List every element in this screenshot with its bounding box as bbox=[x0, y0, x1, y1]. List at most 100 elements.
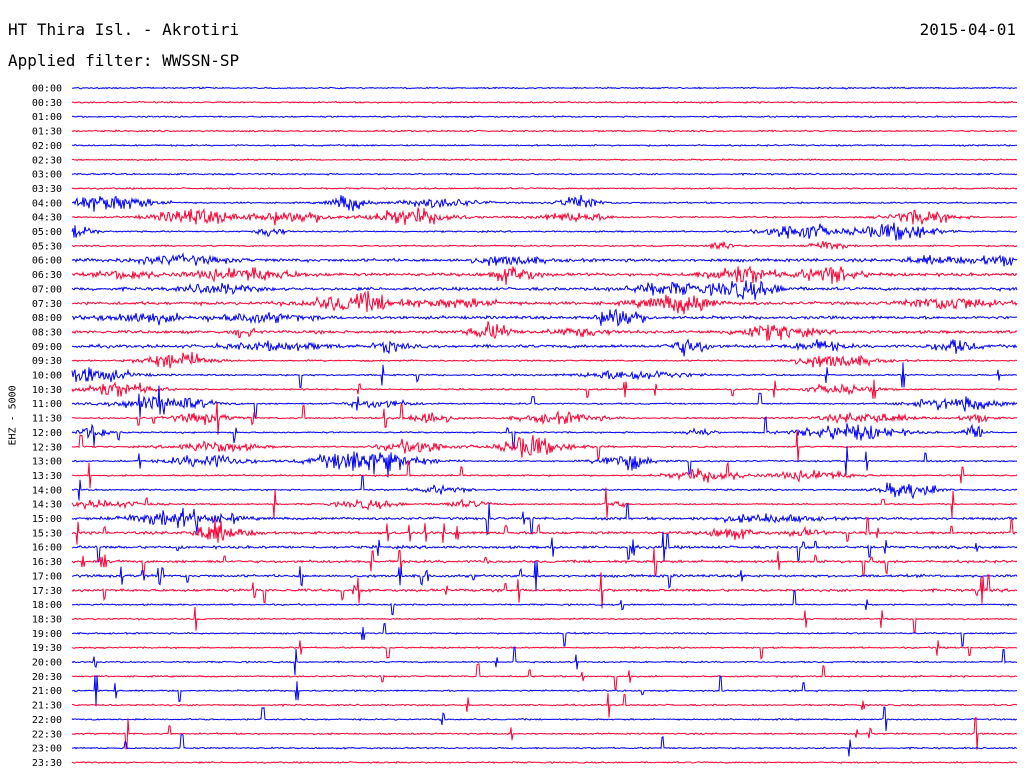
row-time-label: 17:00 bbox=[32, 571, 62, 582]
row-time-label: 14:30 bbox=[32, 500, 62, 511]
row-time-label: 06:00 bbox=[32, 256, 62, 267]
row-time-label: 11:00 bbox=[32, 399, 62, 410]
row-time-label: 07:30 bbox=[32, 299, 62, 310]
trace-line bbox=[72, 446, 1018, 478]
row-time-label: 01:30 bbox=[32, 127, 62, 138]
trace-line bbox=[71, 158, 1018, 162]
trace-line bbox=[72, 143, 1018, 147]
row-time-label: 15:30 bbox=[32, 528, 62, 539]
trace-line bbox=[72, 401, 1018, 435]
row-time-label: 09:00 bbox=[32, 342, 62, 353]
trace-line bbox=[72, 589, 1018, 616]
row-time-label: 01:00 bbox=[32, 112, 62, 123]
row-time-label: 16:30 bbox=[32, 557, 62, 568]
record-date: 2015-04-01 bbox=[919, 20, 1016, 39]
trace-line bbox=[71, 415, 1018, 449]
trace-line bbox=[72, 338, 1018, 357]
row-time-label: 06:30 bbox=[32, 270, 62, 281]
trace-line bbox=[71, 172, 1018, 176]
trace-line bbox=[71, 430, 1017, 463]
station-title: HT Thira Isl. - Akrotiri bbox=[8, 20, 240, 39]
row-time-label: 20:30 bbox=[32, 672, 62, 683]
trace-line bbox=[71, 321, 1018, 341]
row-time-label: 15:00 bbox=[32, 514, 62, 525]
row-time-label: 10:00 bbox=[32, 371, 62, 382]
trace-line bbox=[71, 734, 1018, 757]
trace-line bbox=[71, 460, 1018, 489]
trace-line bbox=[71, 646, 1018, 676]
row-time-label: 03:30 bbox=[32, 184, 62, 195]
trace-line bbox=[71, 385, 1018, 419]
trace-line bbox=[71, 252, 1018, 267]
trace-line bbox=[71, 675, 1018, 707]
row-time-label: 14:00 bbox=[32, 485, 62, 496]
row-time-label: 02:00 bbox=[32, 141, 62, 152]
row-time-label: 20:00 bbox=[32, 658, 62, 669]
row-time-label: 18:30 bbox=[32, 614, 62, 625]
row-time-label: 04:00 bbox=[32, 198, 62, 209]
trace-line bbox=[71, 280, 1018, 300]
row-time-label: 07:00 bbox=[32, 284, 62, 295]
trace-line bbox=[71, 207, 1018, 226]
row-time-label: 21:00 bbox=[32, 686, 62, 697]
row-time-label: 03:00 bbox=[32, 170, 62, 181]
trace-line bbox=[71, 622, 1018, 647]
row-time-label: 23:00 bbox=[32, 744, 62, 755]
row-time-label: 19:30 bbox=[32, 643, 62, 654]
row-time-label: 00:30 bbox=[32, 98, 62, 109]
row-time-label: 21:30 bbox=[32, 701, 62, 712]
trace-line bbox=[71, 129, 1017, 133]
row-time-label: 11:30 bbox=[32, 414, 62, 425]
row-time-label: 22:30 bbox=[32, 729, 62, 740]
trace-line bbox=[71, 531, 1018, 563]
row-time-label: 13:30 bbox=[32, 471, 62, 482]
trace-line bbox=[71, 265, 1018, 285]
trace-line bbox=[71, 706, 1018, 731]
trace-line bbox=[71, 487, 1018, 519]
trace-line bbox=[71, 222, 1018, 241]
row-time-label: 22:00 bbox=[32, 715, 62, 726]
row-time-label: 09:30 bbox=[32, 356, 62, 367]
row-time-label: 00:00 bbox=[32, 84, 62, 95]
row-time-label: 08:00 bbox=[32, 313, 62, 324]
row-time-label: 19:00 bbox=[32, 629, 62, 640]
trace-line bbox=[71, 606, 1018, 634]
row-time-label: 17:30 bbox=[32, 586, 62, 597]
trace-line bbox=[71, 186, 1018, 191]
row-time-label: 05:30 bbox=[32, 241, 62, 252]
trace-line bbox=[71, 693, 1018, 718]
trace-line bbox=[71, 503, 1018, 536]
trace-line bbox=[72, 760, 1018, 765]
trace-line bbox=[71, 308, 1018, 327]
trace-line bbox=[71, 516, 1018, 545]
trace-line bbox=[71, 351, 1018, 369]
row-time-label: 23:30 bbox=[32, 758, 62, 769]
filter-label: Applied filter: WWSSN-SP bbox=[8, 51, 240, 70]
trace-line bbox=[71, 663, 1018, 690]
trace-line bbox=[71, 548, 1018, 577]
trace-line bbox=[71, 194, 1018, 212]
trace-line bbox=[71, 716, 1018, 750]
row-time-label: 10:30 bbox=[32, 385, 62, 396]
row-time-label: 04:30 bbox=[32, 213, 62, 224]
trace-line bbox=[71, 572, 1018, 609]
row-time-label: 16:00 bbox=[32, 543, 62, 554]
row-time-label: 13:00 bbox=[32, 457, 62, 468]
trace-line bbox=[71, 379, 1018, 399]
trace-line bbox=[71, 240, 1018, 251]
trace-line bbox=[71, 86, 1018, 90]
trace-line bbox=[71, 115, 1018, 119]
trace-line bbox=[71, 560, 1018, 592]
trace-line bbox=[71, 475, 1018, 501]
trace-line bbox=[71, 640, 1018, 660]
trace-line bbox=[71, 362, 1018, 389]
row-time-label: 12:00 bbox=[32, 428, 62, 439]
row-time-label: 02:30 bbox=[32, 155, 62, 166]
row-time-label: 05:00 bbox=[32, 227, 62, 238]
row-time-label: 12:30 bbox=[32, 442, 62, 453]
row-time-label: 18:00 bbox=[32, 600, 62, 611]
trace-line bbox=[71, 100, 1018, 104]
row-time-label: 08:30 bbox=[32, 327, 62, 338]
trace-line bbox=[71, 290, 1018, 315]
